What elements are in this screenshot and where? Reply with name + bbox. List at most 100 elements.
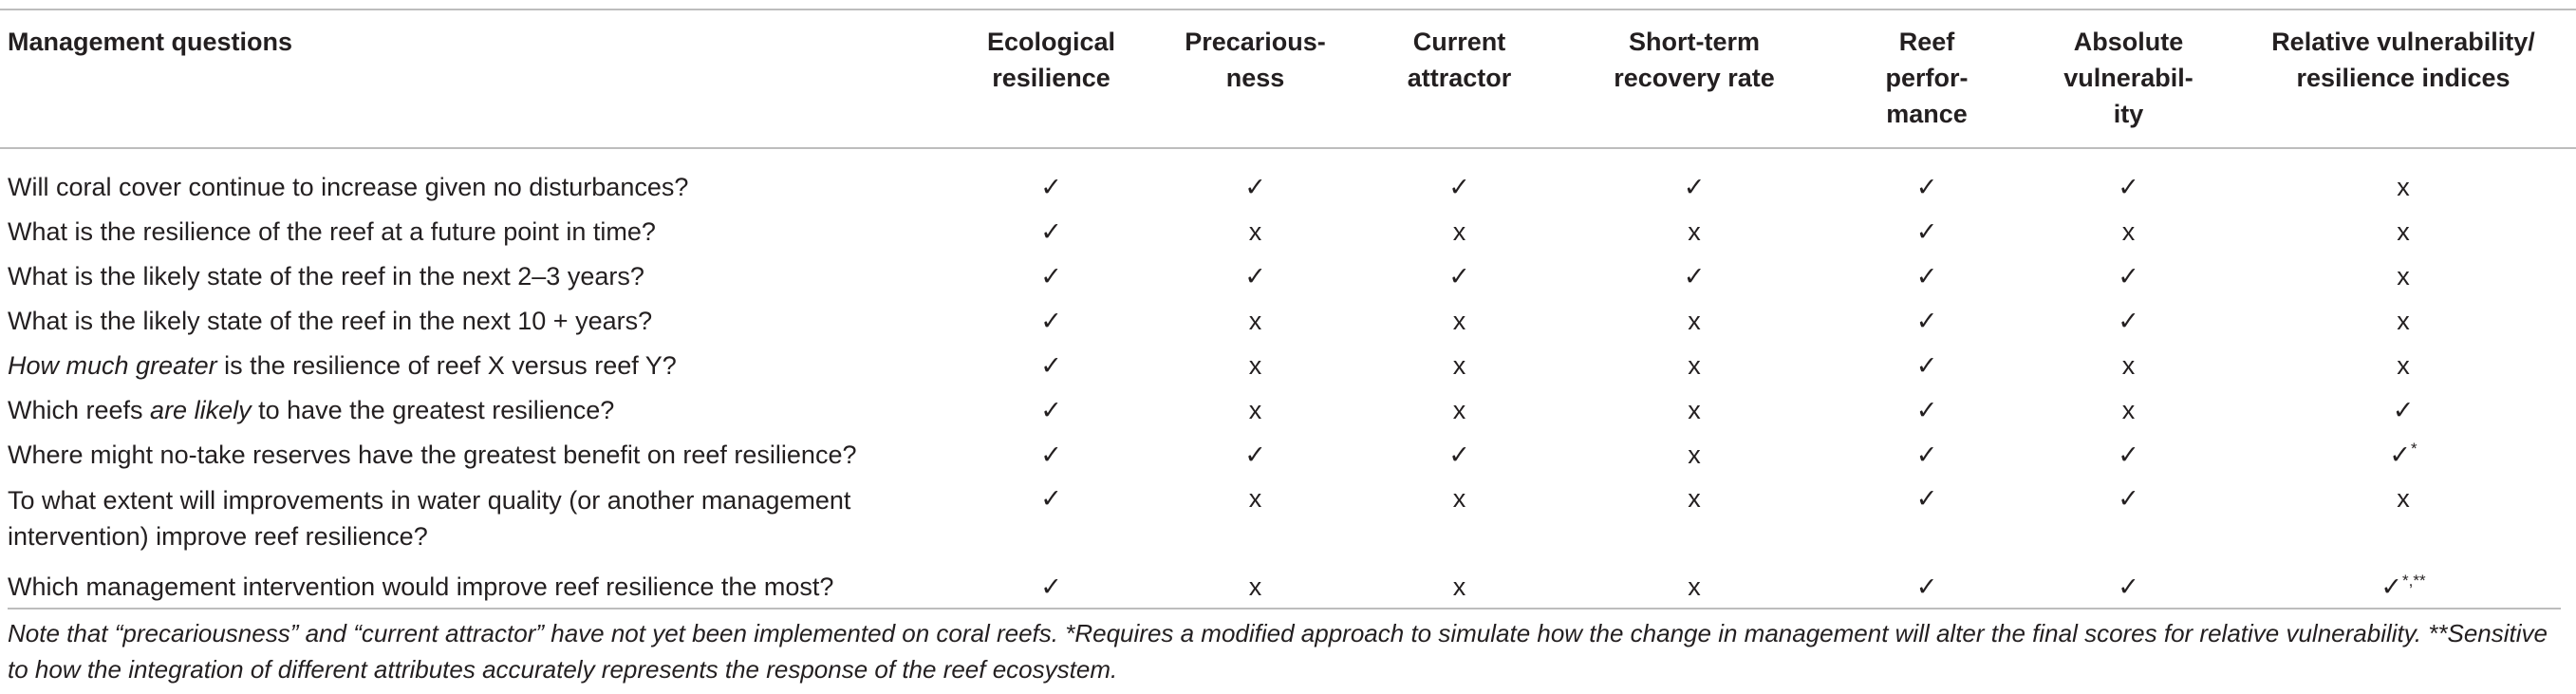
question-cell: What is the resilience of the reef at a … xyxy=(8,216,656,246)
mark-cell: ✓ xyxy=(1915,440,1938,469)
header-line: resilience indices xyxy=(2296,64,2511,92)
mark-cell: x xyxy=(1688,440,1701,469)
table-row: To what extent will improvements in wate… xyxy=(0,477,2576,560)
footnote-marker: *,** xyxy=(2402,572,2426,590)
mark-cell: x xyxy=(2121,216,2136,246)
mark-cell: x xyxy=(1452,306,1466,335)
mark-cell: ✓ xyxy=(1040,572,1062,601)
header-short-term-recovery-rate: Short-term recovery rate xyxy=(1561,9,1827,148)
mark-cell: ✓ xyxy=(1448,440,1470,469)
mark-cell: ✓* xyxy=(2231,432,2576,477)
table-footnote: Note that “precariousness” and “current … xyxy=(8,608,2561,687)
question-cell: Where might no-take reserves have the gr… xyxy=(8,440,857,469)
question-text: Which reefs xyxy=(8,395,151,424)
mark-cell: ✓ xyxy=(1040,216,1062,246)
mark-cell: x xyxy=(2397,216,2410,246)
mark-cell: x xyxy=(1248,395,1262,424)
question-cell: Will coral cover continue to increase gi… xyxy=(8,172,689,201)
mark-cell: x xyxy=(1688,572,1701,601)
mark-cell: ✓ xyxy=(1683,261,1706,291)
question-cell: Which management intervention would impr… xyxy=(8,572,834,601)
mark-cell: x xyxy=(1452,216,1466,246)
header-line: vulnerabil- xyxy=(2063,64,2193,92)
table-row: Will coral cover continue to increase gi… xyxy=(0,148,2576,209)
mark-cell: ✓ xyxy=(2118,572,2139,601)
table-row: Where might no-take reserves have the gr… xyxy=(0,432,2576,477)
mark-cell: ✓ xyxy=(1244,440,1266,469)
mark-cell: ✓ xyxy=(1040,261,1062,291)
table-row: Which reefs are likely to have the great… xyxy=(0,387,2576,432)
mark-cell: ✓ xyxy=(1915,306,1938,335)
mark-cell: ✓ xyxy=(2118,484,2139,513)
question-italic: How much greater xyxy=(8,350,217,380)
mark-cell: x xyxy=(1248,350,1262,380)
header-line: Absolute xyxy=(2073,28,2184,56)
mark-cell: x xyxy=(1248,216,1262,246)
header-line: recovery rate xyxy=(1614,64,1775,92)
mark-cell: ✓ xyxy=(2118,306,2139,335)
mark-cell: ✓ xyxy=(1915,395,1938,424)
mark-cell: x xyxy=(1688,350,1701,380)
question-cell: What is the likely state of the reef in … xyxy=(8,261,644,291)
mark-cell: ✓ xyxy=(1040,395,1062,424)
mark-cell: ✓*,** xyxy=(2231,560,2576,623)
header-current-attractor: Current attractor xyxy=(1357,9,1561,148)
header-line: Ecological xyxy=(986,28,1116,56)
mark-cell: x xyxy=(2121,350,2136,380)
mark-cell: ✓ xyxy=(2118,261,2139,291)
table-body: Will coral cover continue to increase gi… xyxy=(0,148,2576,623)
mark-cell: x xyxy=(1248,306,1262,335)
question-cell: To what extent will improvements in wate… xyxy=(0,477,949,560)
header-ecological-resilience: Ecological resilience xyxy=(949,9,1153,148)
header-line: Precarious- xyxy=(1185,28,1326,56)
header-line: mance xyxy=(1886,100,1968,128)
footnote-marker: * xyxy=(2411,439,2417,458)
header-line: perfor- xyxy=(1885,64,1969,92)
header-line: resilience xyxy=(992,64,1111,92)
header-line: ity xyxy=(2113,100,2144,128)
mark-cell: ✓ xyxy=(2118,440,2139,469)
mark-cell: ✓ xyxy=(1040,350,1062,380)
table-row: How much greater is the resilience of re… xyxy=(0,343,2576,387)
header-line: Current xyxy=(1412,28,1506,56)
mark-cell: x xyxy=(1688,306,1701,335)
table-row: What is the likely state of the reef in … xyxy=(0,253,2576,298)
question-italic: are likely xyxy=(150,395,252,424)
header-line: attractor xyxy=(1407,64,1512,92)
mark-cell: x xyxy=(2397,172,2410,201)
mark-cell: x xyxy=(2397,350,2410,380)
management-questions-table: Management questions Ecological resilienc… xyxy=(0,9,2576,623)
mark-cell: ✓ xyxy=(1915,572,1938,601)
mark-cell: x xyxy=(1688,216,1701,246)
header-line: ness xyxy=(1225,64,1285,92)
mark-cell: x xyxy=(1248,484,1262,513)
mark-cell: ✓ xyxy=(1915,172,1938,201)
mark-value: ✓ xyxy=(2380,572,2403,601)
mark-cell: x xyxy=(1452,484,1466,513)
mark-cell: ✓ xyxy=(1040,172,1062,201)
question-text: to have the greatest resilience? xyxy=(251,395,615,424)
header-line: Management questions xyxy=(8,28,293,56)
mark-cell: ✓ xyxy=(1915,350,1938,380)
question-cell: How much greater is the resilience of re… xyxy=(0,343,949,387)
mark-cell: ✓ xyxy=(1915,484,1938,513)
mark-cell: x xyxy=(2121,395,2136,424)
table-row: What is the resilience of the reef at a … xyxy=(0,209,2576,253)
mark-cell: x xyxy=(1688,484,1701,513)
header-line: Short-term xyxy=(1628,28,1760,56)
header-row: Management questions Ecological resilienc… xyxy=(0,9,2576,148)
mark-cell: ✓ xyxy=(1244,261,1266,291)
header-absolute-vulnerability: Absolute vulnerabil-ity xyxy=(2026,9,2231,148)
header-precariousness: Precarious-ness xyxy=(1153,9,1357,148)
question-line: To what extent will improvements in wate… xyxy=(8,486,851,515)
table-row: What is the likely state of the reef in … xyxy=(0,298,2576,343)
question-text: is the resilience of reef X versus reef … xyxy=(216,350,677,380)
header-reef-performance: Reef perfor-mance xyxy=(1827,9,2026,148)
mark-cell: ✓ xyxy=(1040,484,1062,513)
mark-cell: ✓ xyxy=(1040,306,1062,335)
mark-cell: x xyxy=(2397,306,2410,335)
mark-cell: ✓ xyxy=(1448,172,1470,201)
header-line: Reef xyxy=(1898,28,1955,56)
mark-value: ✓ xyxy=(2389,440,2411,469)
